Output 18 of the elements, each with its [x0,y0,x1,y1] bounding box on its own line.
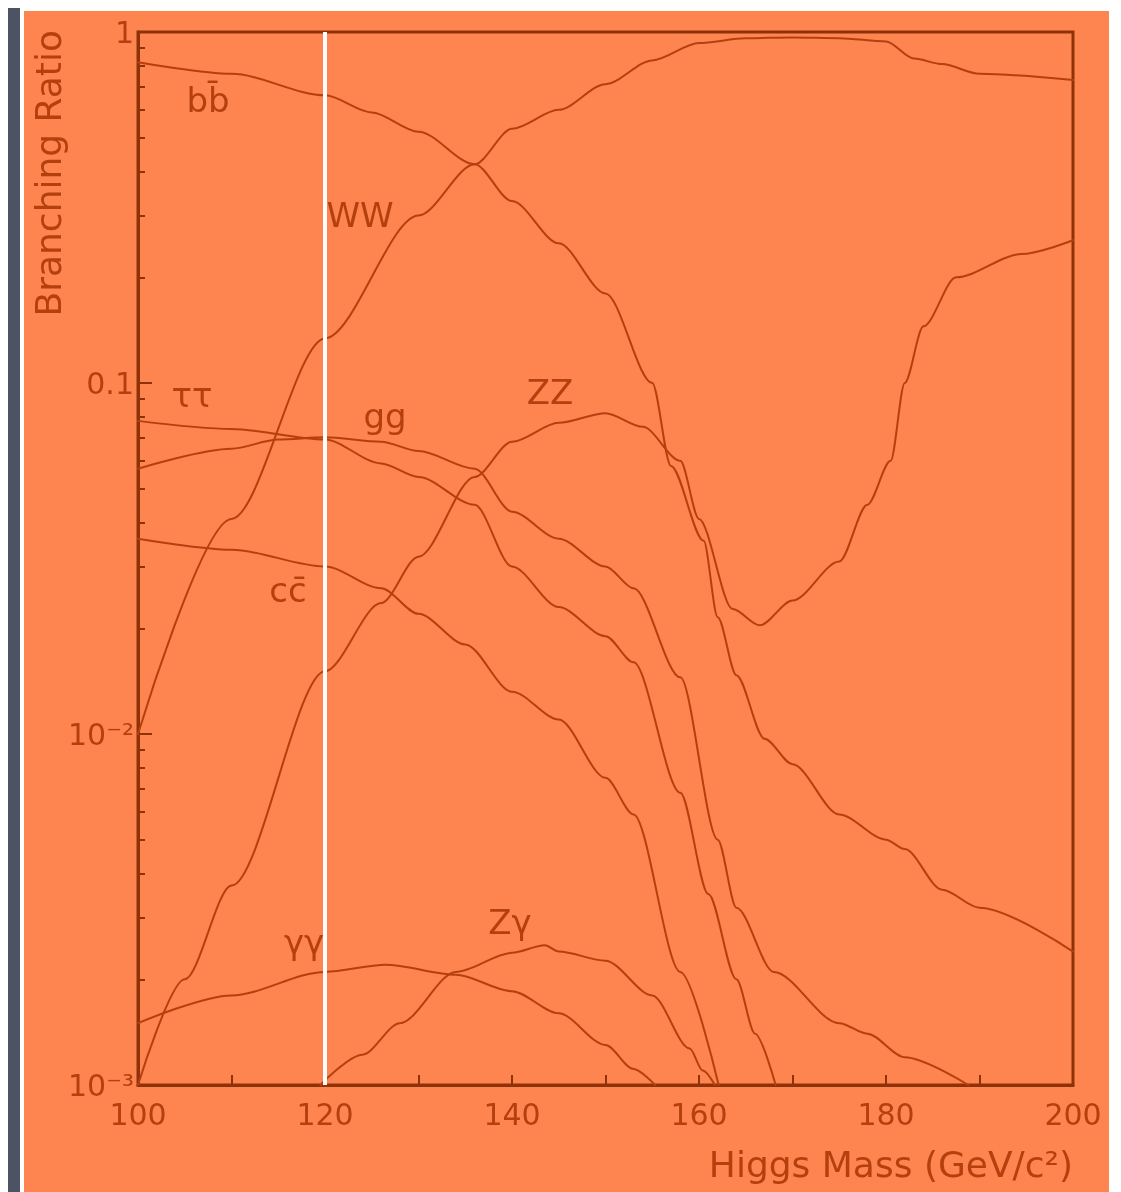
series-label: ZZ [526,372,574,412]
series-label: WW [326,195,394,235]
y-tick-label: 0.1 [86,365,134,401]
x-axis-title: Higgs Mass (GeV/c²) [708,1143,1074,1185]
series-label: γγ [283,922,325,962]
series-label: Zγ [488,902,532,942]
x-tick-label: 120 [296,1096,354,1132]
y-axis-title: Branching Ratio [27,30,69,317]
series-label: ττ [171,375,213,415]
series-label: cc̄ [269,570,307,610]
y-tick-label: 1 [114,14,134,50]
x-tick-label: 140 [483,1096,541,1132]
x-tick-label: 160 [670,1096,728,1132]
x-tick-label: 200 [1044,1096,1102,1132]
series-label: gg [363,396,407,436]
series-label: bb̄ [186,79,230,120]
x-tick-label: 180 [857,1096,915,1132]
y-tick-label: 10⁻² [67,716,134,752]
